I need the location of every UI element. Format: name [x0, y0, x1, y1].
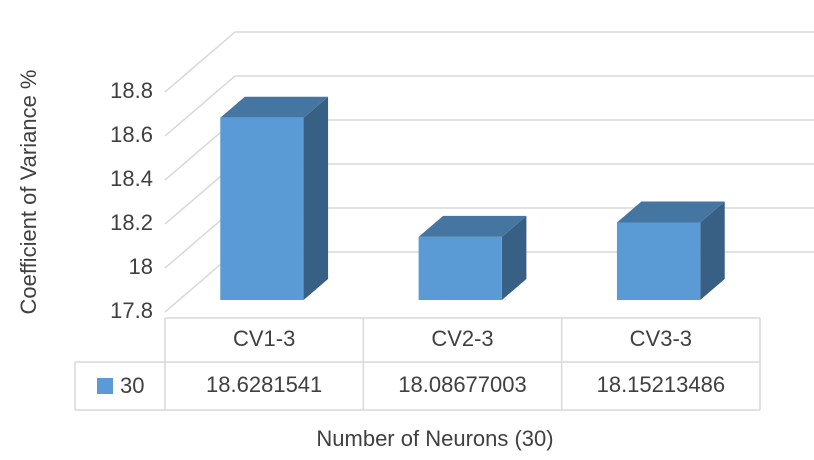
x-tick-label: CV2-3	[431, 326, 493, 351]
y-axis-title: Coefficient of Variance %	[16, 70, 41, 315]
legend-swatch	[97, 378, 113, 394]
y-tick-label: 18.4	[110, 166, 153, 191]
table-value: 18.08677003	[398, 372, 526, 397]
x-tick-label: CV1-3	[233, 326, 295, 351]
x-tick-label: CV3-3	[630, 326, 692, 351]
grid-line	[164, 75, 814, 137]
table-value: 18.6281541	[206, 372, 322, 397]
bar-side	[501, 215, 527, 300]
bar-front	[616, 222, 701, 300]
bar	[220, 96, 329, 301]
table-value: 18.15213486	[597, 372, 725, 397]
bar-top	[220, 96, 329, 118]
y-tick-label: 17.8	[110, 298, 153, 323]
y-tick-label: 18	[129, 254, 153, 279]
legend-label: 30	[120, 373, 144, 398]
bar	[616, 201, 725, 300]
y-tick-label: 18.8	[110, 78, 153, 103]
bar-side	[303, 96, 329, 301]
bar-front	[418, 236, 502, 300]
bar-top	[418, 215, 527, 237]
x-axis-title: Number of Neurons (30)	[316, 426, 553, 451]
grid-line	[164, 31, 814, 93]
bar-top	[616, 201, 725, 223]
bar-front	[220, 117, 304, 301]
bar-side	[700, 201, 725, 300]
y-tick-label: 18.6	[110, 122, 153, 147]
y-tick-label: 18.2	[110, 210, 153, 235]
bar	[418, 215, 527, 300]
